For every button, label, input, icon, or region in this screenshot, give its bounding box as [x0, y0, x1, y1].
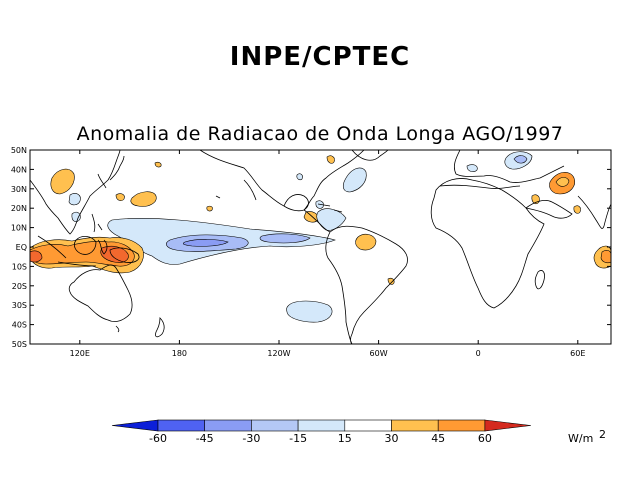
caribbean: [317, 203, 343, 213]
anomaly-nw-pacific-4: [154, 161, 162, 168]
anomaly-china-negative: [68, 193, 81, 206]
madagascar: [534, 270, 545, 290]
anomaly-na-2: [296, 173, 303, 181]
colorbar-unit-power: 2: [599, 428, 606, 441]
baja: [243, 179, 257, 201]
colorbar-unit: W/m: [568, 432, 593, 445]
anomaly-europe-core: [513, 155, 528, 164]
lon-label: 0: [476, 349, 481, 358]
india-coast: [577, 195, 611, 229]
colorbar: -60 -45 -30 -15 15 30 45 60 W/m 2: [111, 419, 606, 445]
greenland: [351, 150, 389, 161]
colorbar-label: 30: [385, 432, 399, 445]
anomaly-fields: [30, 151, 611, 323]
lon-label: 180: [172, 349, 187, 358]
colorbar-box: [157, 419, 206, 432]
colorbar-box: [204, 419, 252, 432]
java: [57, 261, 97, 267]
anomaly-south-america-small: [387, 277, 395, 285]
europe-coast: [453, 150, 565, 183]
sumatra: [37, 235, 67, 259]
lon-label: 120E: [70, 349, 90, 358]
colorbar-box: [391, 419, 439, 432]
asia-east-coast: [30, 150, 121, 235]
anomaly-south-pacific: [286, 300, 333, 323]
anomaly-north-atlantic: [342, 167, 367, 193]
colorbar-label: 15: [338, 432, 352, 445]
korea: [97, 173, 107, 189]
philippines: [91, 213, 103, 233]
lon-label: 60E: [570, 349, 585, 358]
north-america-coast: [199, 150, 365, 212]
tasmania: [115, 325, 120, 333]
colorbar-box: [344, 419, 392, 432]
chart-title: Anomalia de Radiacao de Onda Longa AGO/1…: [76, 123, 564, 145]
colorbar-label: -45: [196, 432, 214, 445]
longitude-axis: 120E 180 120W 60W 0 60E: [70, 150, 585, 358]
south-america-coast: [325, 225, 408, 344]
africa-coast: [430, 178, 545, 309]
borneo: [74, 236, 97, 255]
new-zealand: [155, 317, 165, 338]
anomaly-indian-ocean-core: [600, 250, 611, 264]
lon-label: 120W: [267, 349, 290, 358]
lat-label: 40S: [12, 321, 27, 330]
sulawesi: [97, 239, 108, 255]
anomaly-amazon: [355, 233, 377, 251]
colorbar-max-arrow: [484, 419, 531, 432]
lat-label: 30S: [12, 301, 27, 310]
arabia-coast: [525, 200, 573, 219]
anomaly-sumatra-core: [30, 250, 43, 263]
anomaly-na-1: [326, 155, 335, 164]
colorbar-label: 45: [431, 432, 445, 445]
lat-label: 20S: [12, 282, 27, 291]
colorbar-label: -30: [242, 432, 260, 445]
anomaly-central-pacific-mid-east: [259, 233, 311, 244]
anomaly-nw-pacific-2: [115, 193, 125, 201]
anomaly-nw-pacific-3: [206, 205, 213, 212]
lat-label: EQ: [16, 243, 27, 252]
anomaly-nw-pacific-1: [130, 191, 157, 207]
japan: [109, 155, 125, 181]
coastlines: [30, 150, 611, 344]
central-america: [303, 209, 331, 233]
colorbar-min-arrow: [111, 419, 159, 432]
lat-label: 10S: [12, 262, 27, 271]
australia-coast: [68, 264, 133, 322]
colorbar-label: -60: [149, 432, 167, 445]
hawaii: [215, 195, 221, 199]
lat-label: 20N: [11, 204, 27, 213]
anomaly-eastern-europe: [466, 164, 478, 172]
lon-label: 60W: [370, 349, 388, 358]
lat-label: 10N: [11, 224, 27, 233]
page-title: INPE/CPTEC: [229, 42, 411, 72]
anomaly-arabia-core: [555, 177, 570, 187]
anomaly-central-pacific-core: [182, 239, 229, 247]
lat-label: 50S: [12, 340, 27, 349]
anomaly-india: [573, 205, 581, 214]
lat-label: 50N: [11, 146, 27, 155]
lat-label: 30N: [11, 185, 27, 194]
north-america-gulf: [283, 194, 309, 211]
new-guinea: [109, 247, 140, 263]
colorbar-label: 60: [478, 432, 492, 445]
colorbar-label: -15: [289, 432, 307, 445]
anomaly-maritime-core: [100, 245, 129, 263]
mediterranean: [439, 184, 521, 189]
colorbar-box: [437, 419, 486, 432]
latitude-axis: 50N 40N 30N 20N 10N EQ 10S 20S 30S 40S 50S: [11, 146, 611, 349]
colorbar-box: [297, 419, 346, 432]
anomaly-china: [50, 168, 75, 195]
colorbar-box: [251, 419, 299, 432]
anomaly-indochina-negative: [71, 211, 81, 223]
lat-label: 40N: [11, 165, 27, 174]
